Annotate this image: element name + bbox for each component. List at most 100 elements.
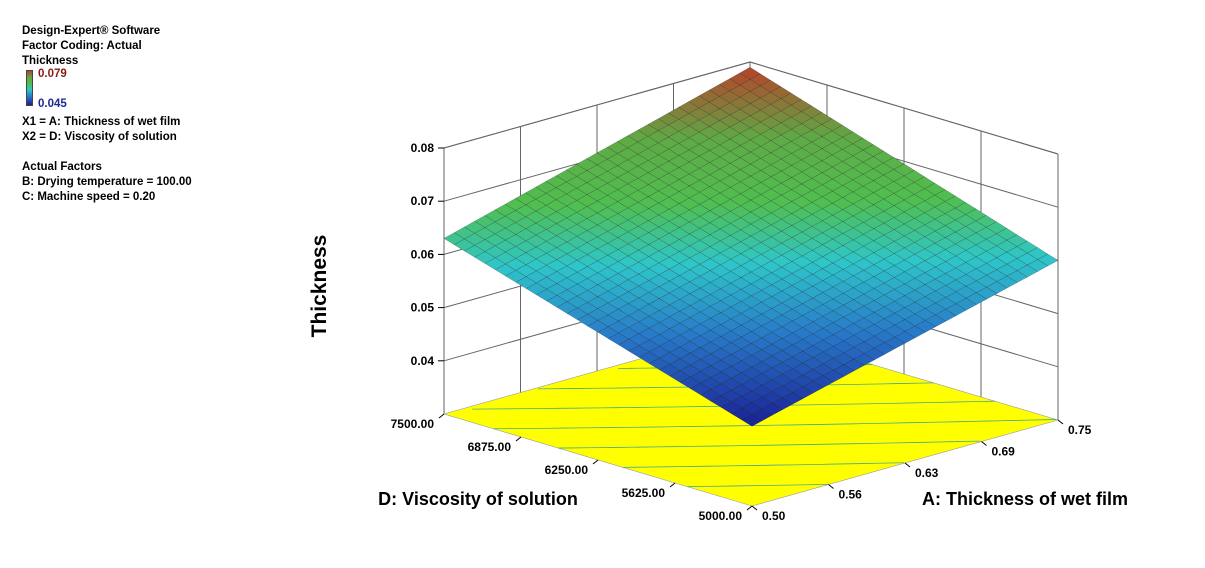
surface-cell: [811, 184, 833, 198]
surface-cell: [985, 257, 1008, 270]
surface-cell: [750, 146, 772, 159]
surface-cell: [821, 130, 843, 144]
surface-cell: [719, 187, 741, 200]
surface-cell: [832, 185, 854, 198]
surface-cell: [749, 134, 772, 147]
surface-cell: [586, 248, 609, 262]
surface-cell: [699, 270, 721, 283]
surface-cell: [545, 247, 568, 260]
surface-cell: [545, 223, 568, 236]
surface-cell: [812, 256, 834, 269]
surface-cell: [832, 340, 855, 354]
surface-cell: [535, 181, 557, 194]
surface-cell: [463, 221, 486, 234]
surface-cell: [586, 200, 608, 214]
surface-cell: [944, 219, 967, 233]
surface-cell: [515, 204, 537, 218]
surface-cell: [811, 136, 833, 149]
surface-cell: [883, 289, 906, 302]
surface-cell: [760, 164, 782, 178]
surface-cell: [719, 259, 742, 272]
x-tick-mark: [1057, 419, 1064, 425]
surface-cell: [863, 312, 885, 325]
surface-cell: [505, 258, 527, 271]
surface-cell: [821, 202, 844, 216]
surface-cell: [566, 259, 588, 273]
surface-cell: [934, 273, 957, 286]
surface-cell: [679, 317, 701, 330]
surface-cell: [576, 218, 598, 231]
surface-cell: [781, 392, 804, 405]
surface-cell: [812, 304, 834, 317]
surface-cell: [831, 137, 854, 150]
surface-cell: [699, 186, 721, 199]
surface-cell: [597, 314, 619, 327]
surface-cell: [586, 152, 608, 166]
surface-cell: [668, 251, 691, 264]
surface-cell: [514, 192, 537, 206]
surface-cell: [853, 269, 875, 283]
surface-cell: [515, 216, 537, 230]
surface-cell: [607, 332, 630, 346]
surface-cell: [770, 219, 793, 232]
surface-cell: [710, 359, 732, 373]
surface-cell: [893, 187, 915, 201]
surface-cell: [718, 78, 741, 92]
surface-cell: [617, 231, 639, 245]
surface-cell: [750, 158, 772, 171]
surface-cell: [872, 162, 895, 176]
surface-cell: [812, 363, 834, 376]
surface-cell: [689, 382, 712, 396]
surface-cell: [525, 222, 547, 236]
factor-coding: Factor Coding: Actual: [22, 40, 142, 52]
surface-cell: [903, 206, 926, 219]
surface-cell: [719, 247, 742, 260]
surface-cell: [903, 218, 926, 231]
surface-cell: [749, 73, 771, 87]
surface-cell: [873, 198, 895, 212]
surface-cell: [729, 97, 751, 110]
surface-cell: [668, 167, 690, 180]
surface-cell: [934, 261, 957, 274]
surface-cell: [759, 92, 782, 105]
surface-cell: [924, 290, 947, 304]
surface-cell: [566, 224, 588, 237]
surface-cell: [668, 227, 690, 240]
surface-cell: [678, 161, 700, 175]
surface-cell: [831, 149, 854, 162]
surface-cell: [832, 328, 855, 342]
surface-cell: [740, 378, 763, 392]
surface-cell: [770, 207, 793, 220]
surface-cell: [924, 206, 946, 220]
surface-cell: [852, 137, 874, 151]
surface-cell: [617, 243, 639, 257]
surface-cell: [587, 284, 609, 297]
surface-cell: [831, 161, 854, 174]
surface-cell: [739, 151, 762, 165]
surface-cell: [955, 262, 977, 275]
surface-cell: [596, 195, 619, 208]
box-top-edge: [443, 61, 751, 149]
surface-cell: [780, 189, 803, 202]
surface-cell: [801, 202, 823, 215]
surface-cell: [648, 202, 670, 216]
surface-cell: [914, 308, 936, 321]
surface-cell: [535, 229, 557, 242]
floor-contour-line: [622, 462, 905, 468]
surface-cell: [771, 373, 794, 387]
z-tick-label: 0.08: [411, 141, 435, 155]
surface-cell: [965, 268, 987, 282]
surface-cell: [863, 335, 885, 349]
surface-cell: [729, 217, 752, 231]
surface-cell: [842, 287, 865, 300]
surface-cell: [780, 117, 802, 130]
surface-cell: [904, 289, 926, 303]
surface-cell: [699, 306, 722, 319]
surface-cell: [700, 353, 722, 366]
surface-cell: [688, 143, 710, 157]
surface-cell: [842, 263, 865, 277]
surface-cell: [934, 285, 957, 298]
surface-cell: [996, 275, 1018, 289]
surface-cell: [883, 312, 906, 326]
surface-cell: [710, 324, 732, 337]
